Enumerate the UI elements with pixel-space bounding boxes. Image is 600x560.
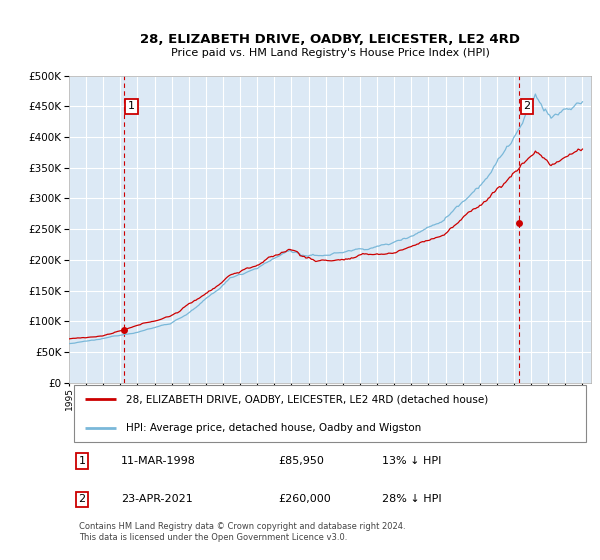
Text: 2: 2 — [79, 494, 86, 505]
Text: 28, ELIZABETH DRIVE, OADBY, LEICESTER, LE2 4RD (detached house): 28, ELIZABETH DRIVE, OADBY, LEICESTER, L… — [127, 394, 488, 404]
Text: HPI: Average price, detached house, Oadby and Wigston: HPI: Average price, detached house, Oadb… — [127, 423, 422, 432]
Text: 11-MAR-1998: 11-MAR-1998 — [121, 456, 196, 466]
FancyBboxPatch shape — [74, 385, 586, 442]
Text: 23-APR-2021: 23-APR-2021 — [121, 494, 193, 505]
Text: 2: 2 — [524, 101, 530, 111]
Text: 28, ELIZABETH DRIVE, OADBY, LEICESTER, LE2 4RD: 28, ELIZABETH DRIVE, OADBY, LEICESTER, L… — [140, 32, 520, 46]
Text: 13% ↓ HPI: 13% ↓ HPI — [382, 456, 442, 466]
Text: 1: 1 — [128, 101, 135, 111]
Text: 28% ↓ HPI: 28% ↓ HPI — [382, 494, 442, 505]
Text: Price paid vs. HM Land Registry's House Price Index (HPI): Price paid vs. HM Land Registry's House … — [170, 48, 490, 58]
Text: £260,000: £260,000 — [278, 494, 331, 505]
Text: £85,950: £85,950 — [278, 456, 323, 466]
Text: 1: 1 — [79, 456, 86, 466]
Text: Contains HM Land Registry data © Crown copyright and database right 2024.
This d: Contains HM Land Registry data © Crown c… — [79, 522, 406, 542]
